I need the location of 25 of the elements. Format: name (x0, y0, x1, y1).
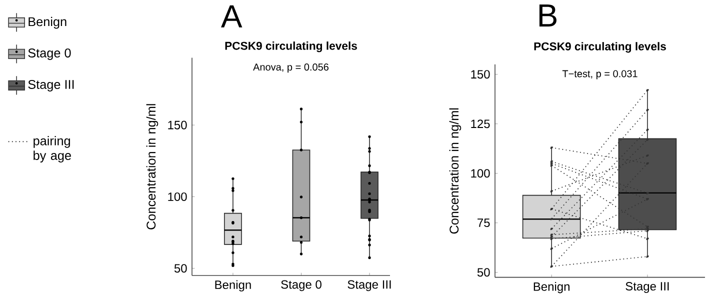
y-tick-label: 50 (477, 268, 490, 277)
text: B (539, 4, 556, 26)
y-tick-label: 50 (174, 264, 187, 273)
text: Anova, p = 0.056 (253, 64, 328, 73)
x-tick-label: Stage III (626, 282, 669, 293)
y-axis-title: Concentration in ng/ml (146, 104, 158, 230)
y-tick-label: 150 (168, 120, 187, 130)
text: A (220, 5, 242, 28)
legend-label: Benign (28, 16, 66, 29)
chart-title: PCSK9 circulating levels (534, 42, 666, 53)
y-tick-label: 75 (478, 218, 490, 228)
y-tick-label: 100 (471, 169, 490, 178)
legend-label: pairing by age (34, 136, 71, 162)
x-tick-label: Stage 0 (281, 280, 322, 292)
x-tick-label: Stage III (348, 280, 391, 292)
y-axis-title: Concentration in ng/ml (449, 108, 462, 234)
chart-title: PCSK9 circulating levels (225, 42, 357, 52)
legend-label: Stage III (28, 80, 74, 92)
x-tick-label: Benign (215, 280, 251, 292)
y-tick-label: 100 (168, 192, 187, 201)
legend-label: Stage 0 (28, 48, 71, 60)
x-tick-label: Benign (534, 282, 570, 294)
y-tick-label: 125 (471, 120, 490, 128)
text: T−test, p = 0.031 (562, 70, 638, 80)
y-tick-label: 150 (471, 70, 490, 79)
